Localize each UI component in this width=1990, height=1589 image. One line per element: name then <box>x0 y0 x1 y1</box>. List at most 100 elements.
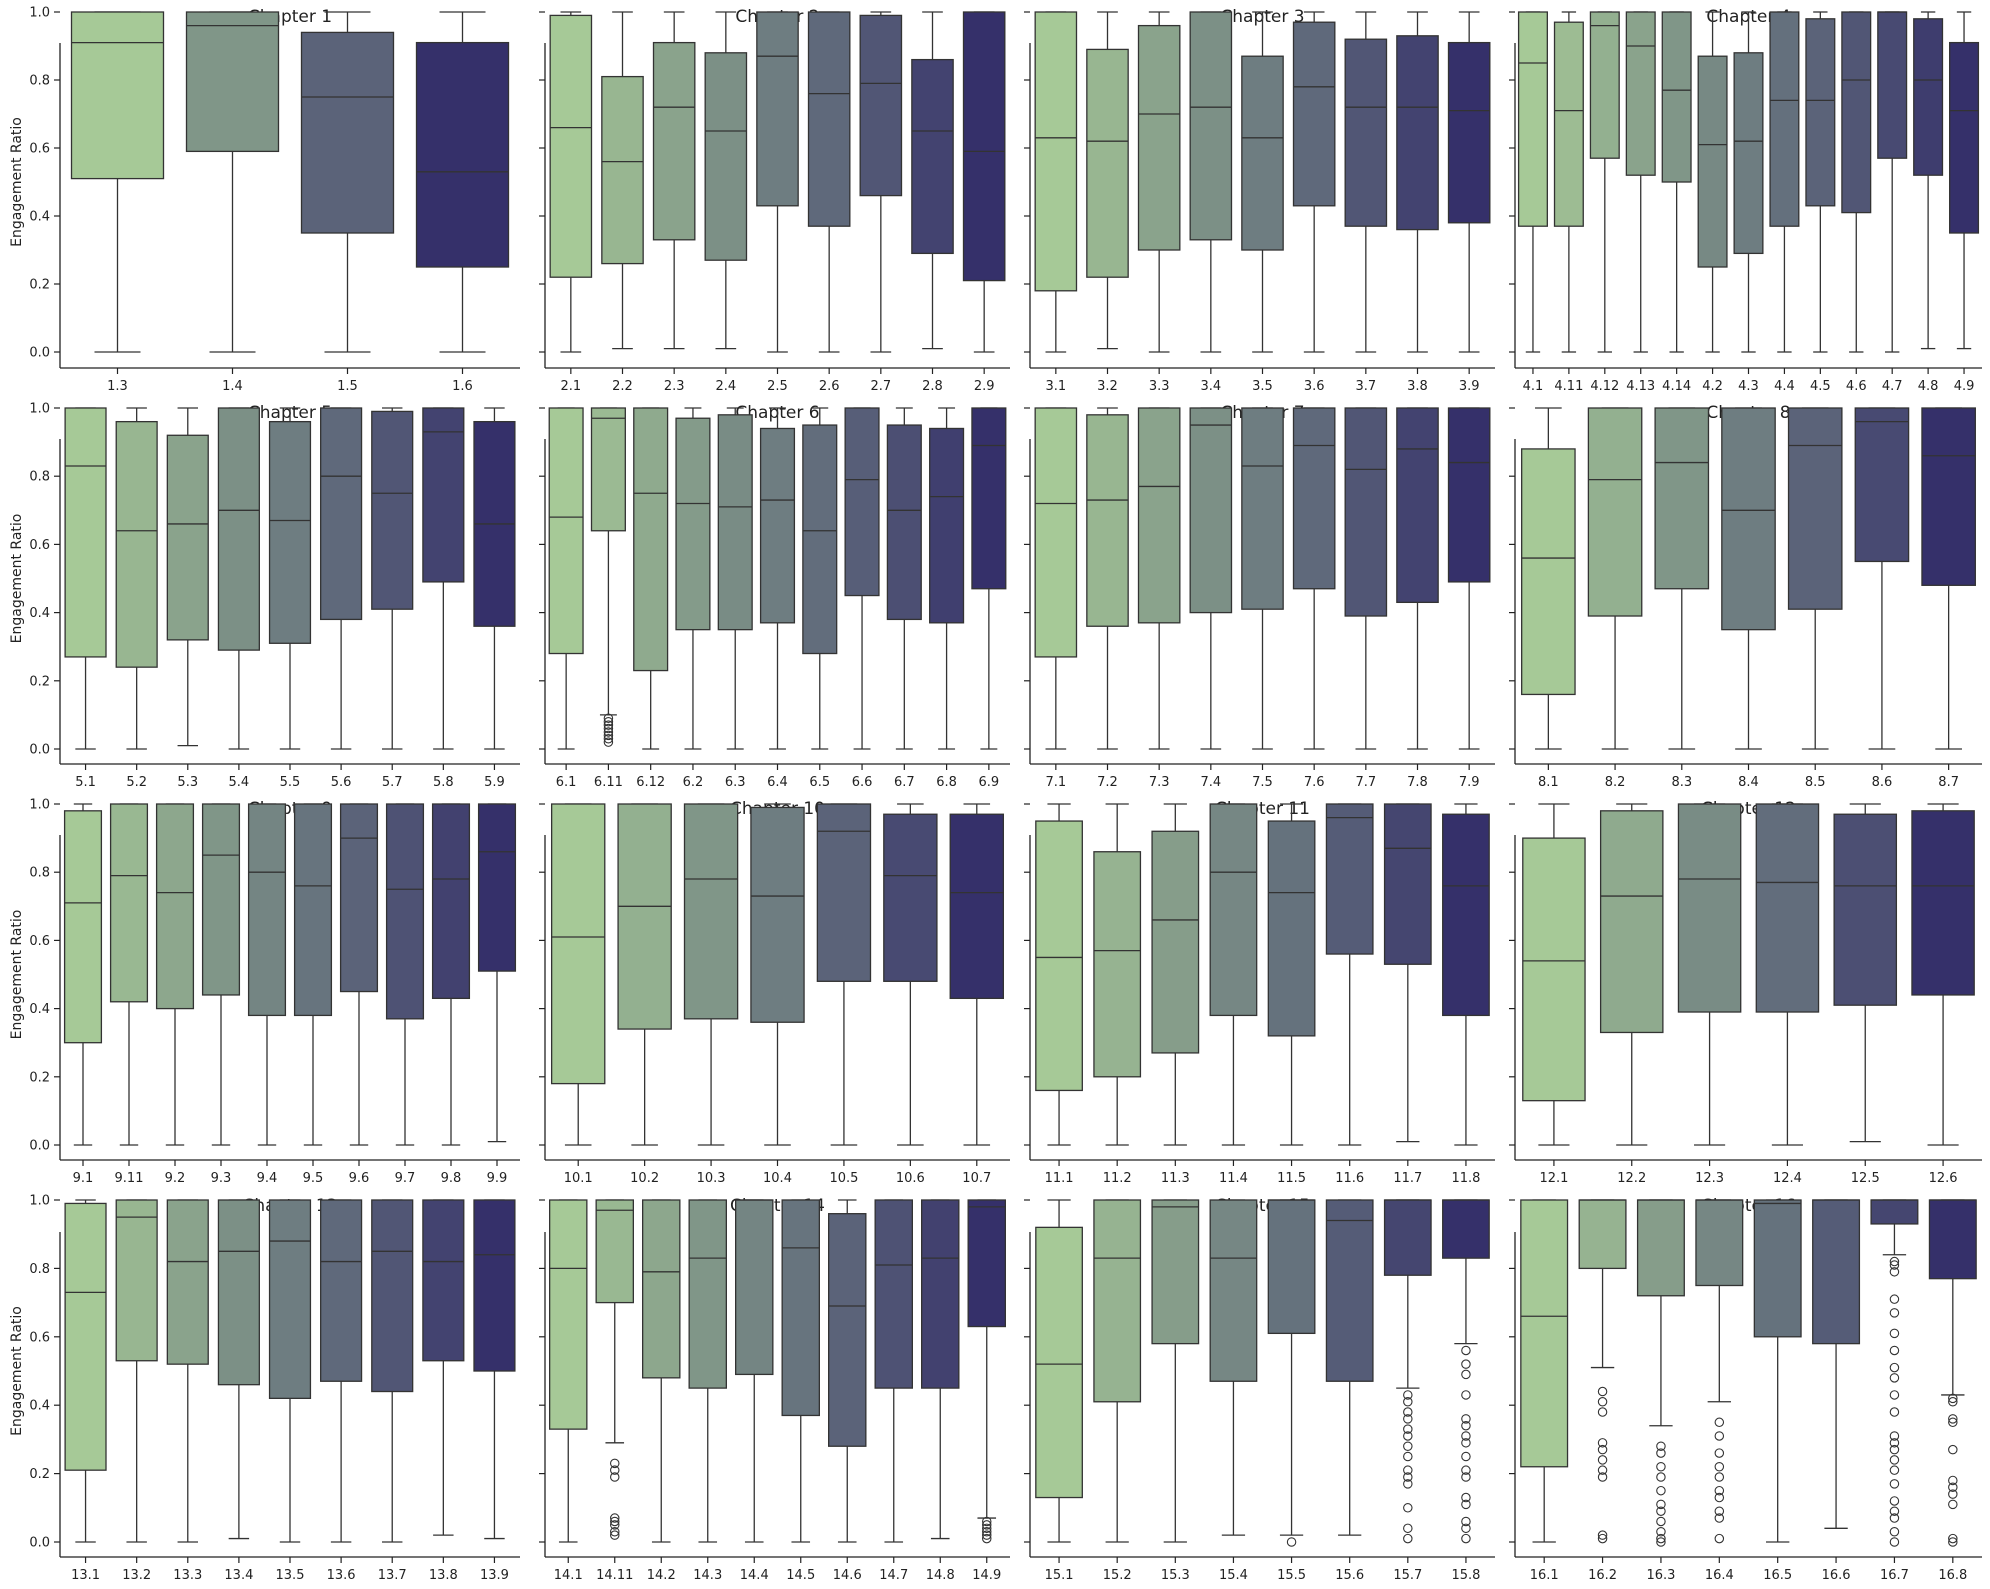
box-15.4 <box>1209 1199 1258 1536</box>
outlier-point <box>1656 1441 1666 1451</box>
outlier-point <box>1403 1472 1413 1482</box>
box-7.6 <box>1292 407 1336 750</box>
outlier-point <box>1889 1362 1900 1373</box>
box-13.3 <box>166 1199 209 1543</box>
outlier-point <box>981 1523 992 1534</box>
box-2.4 <box>704 11 748 350</box>
outlier-point <box>603 713 614 724</box>
box-9.5 <box>293 803 333 1146</box>
outlier-point <box>603 723 614 734</box>
box-2.8 <box>911 11 954 350</box>
box-4.12 <box>1589 11 1620 353</box>
y-axis-label: Engagement Ratio <box>9 910 25 1040</box>
box-iqr <box>1267 1199 1316 1335</box>
box-14.3 <box>688 1199 728 1543</box>
box-14.11 <box>595 1199 635 1540</box>
box-iqr <box>1447 41 1491 224</box>
outlier-point <box>1948 1537 1958 1547</box>
x-tick-label: 15.1 <box>1045 1568 1074 1583</box>
box-9.7 <box>385 803 425 1146</box>
outlier-point <box>1403 1503 1413 1513</box>
x-tick-label: 6.3 <box>725 775 746 790</box>
box-iqr <box>601 75 644 265</box>
outlier-point <box>1461 1345 1471 1356</box>
x-tick-label: 8.5 <box>1805 775 1826 790</box>
box-iqr <box>63 810 103 1044</box>
box-3.3 <box>1137 11 1181 353</box>
outlier-point <box>1403 1465 1413 1475</box>
x-tick-label: 6.8 <box>936 775 957 790</box>
outlier-point <box>1889 1444 1900 1455</box>
box-4.4 <box>1769 11 1800 353</box>
box-6.7 <box>886 407 922 750</box>
box-4.14 <box>1661 11 1692 353</box>
outlier-point <box>1403 1424 1413 1434</box>
y-tick-label: 0.0 <box>29 1536 50 1551</box>
box-5.2 <box>115 407 158 750</box>
outlier-point <box>603 730 614 741</box>
box-13.4 <box>217 1199 260 1540</box>
box-11.7 <box>1383 803 1432 1143</box>
box-7.9 <box>1447 407 1491 750</box>
outlier-point <box>1889 1267 1900 1277</box>
x-tick-label: 2.1 <box>560 379 581 394</box>
box-iqr <box>735 1199 774 1376</box>
box-iqr <box>268 1199 312 1400</box>
outlier-point <box>1286 1537 1297 1547</box>
y-tick-label: 0.2 <box>29 1467 50 1482</box>
box-15.7 <box>1383 1199 1432 1544</box>
box-iqr <box>1805 18 1836 207</box>
x-tick-label: 2.6 <box>819 379 840 394</box>
box-iqr <box>1151 830 1200 1054</box>
x-tick-label: 6.6 <box>852 775 873 790</box>
box-iqr <box>816 803 872 982</box>
y-tick-label: 1.0 <box>29 1194 50 1209</box>
outlier-point <box>1403 1397 1413 1407</box>
box-9.11 <box>109 803 149 1146</box>
outlier-point <box>1656 1462 1666 1472</box>
box-iqr <box>1636 1199 1685 1297</box>
box-16.4 <box>1695 1199 1744 1544</box>
outlier-point <box>1889 1407 1900 1417</box>
outlier-point <box>1948 1393 1958 1404</box>
x-tick-label: 11.3 <box>1161 1171 1190 1186</box>
x-tick-label: 16.3 <box>1646 1568 1675 1583</box>
x-tick-label: 8.6 <box>1872 775 1893 790</box>
box-5.9 <box>473 407 516 750</box>
box-12.5 <box>1833 803 1898 1143</box>
x-tick-label: 15.6 <box>1335 1568 1364 1583</box>
box-iqr <box>962 11 1006 282</box>
x-tick-label: 6.2 <box>683 775 704 790</box>
x-tick-label: 15.7 <box>1393 1568 1422 1583</box>
box-iqr <box>1921 407 1976 586</box>
x-tick-label: 3.4 <box>1200 379 1221 394</box>
outlier-point <box>609 1472 620 1482</box>
outlier-point <box>1597 1386 1608 1397</box>
box-iqr <box>1599 810 1664 1034</box>
box-iqr <box>422 407 465 583</box>
outlier-point <box>1714 1472 1725 1482</box>
box-iqr <box>1877 11 1908 159</box>
box-3.1 <box>1034 11 1078 353</box>
box-8.2 <box>1587 407 1643 750</box>
box-14.4 <box>735 1199 774 1543</box>
x-tick-label: 1.4 <box>222 379 243 394</box>
box-iqr <box>1189 407 1233 614</box>
outlier-point <box>1461 1492 1471 1503</box>
box-iqr <box>415 41 510 268</box>
box-iqr <box>1344 38 1388 227</box>
box-10.2 <box>617 803 672 1146</box>
y-tick-label: 0.6 <box>29 934 50 949</box>
box-8.6 <box>1854 407 1910 750</box>
box-iqr <box>300 31 395 234</box>
box-5.6 <box>320 407 363 750</box>
box-4.5 <box>1805 11 1836 353</box>
box-iqr <box>473 1199 516 1372</box>
x-tick-label: 13.6 <box>327 1568 356 1583</box>
x-tick-label: 8.2 <box>1605 775 1626 790</box>
box-6.1 <box>548 407 584 750</box>
box-9.8 <box>431 803 471 1146</box>
box-iqr <box>477 803 517 972</box>
box-iqr <box>1870 1199 1919 1225</box>
box-13.6 <box>320 1199 363 1543</box>
